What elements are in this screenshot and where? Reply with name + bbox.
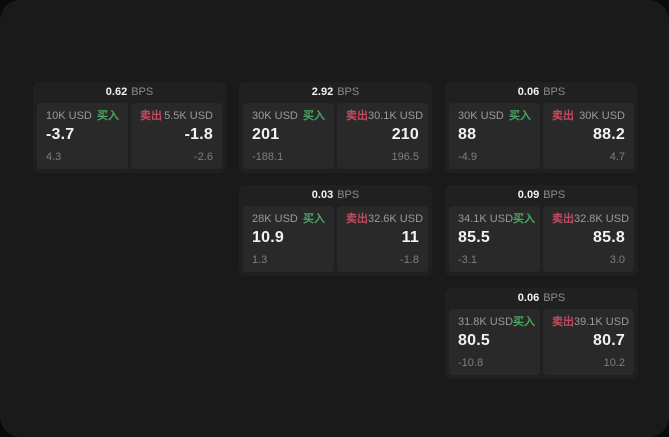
buy-change: 1.3 [252,253,268,266]
buy-side-label: 买入 [97,110,119,122]
sell-change: 3.0 [609,253,625,266]
buy-side-label: 买入 [513,316,536,328]
buy-tile[interactable]: 34.1K USD 买入 85.5 -3.1 [449,206,540,272]
bps-unit: BPS [543,292,566,304]
buy-price: 88 [458,126,477,144]
quote-card: 0.09 BPS 34.1K USD 买入 85.5 -3.1 卖出 32.8K… [445,185,638,276]
buy-tile[interactable]: 30K USD 买入 201 -188.1 [243,103,334,169]
sell-size-label: 39.1K USD [574,316,630,328]
buy-size-label: 28K USD [252,213,298,225]
sell-change: 4.7 [609,150,625,163]
sell-side-label: 卖出 [346,213,368,225]
quote-card: 0.06 BPS 31.8K USD 买入 80.5 -10.8 卖出 39.1… [445,288,638,379]
buy-tile[interactable]: 31.8K USD 买入 80.5 -10.8 [449,309,540,375]
price-cells: 10K USD 买入 -3.7 4.3 卖出 5.5K USD -1.8 -2.… [37,103,222,169]
sell-change: -1.8 [400,253,419,266]
buy-change: 4.3 [46,150,62,163]
sell-price: 80.7 [593,332,625,350]
sell-change: -2.6 [194,150,213,163]
bps-unit: BPS [337,86,360,98]
sell-price: 11 [401,229,419,247]
sell-side-label: 卖出 [552,316,574,328]
sell-tile[interactable]: 卖出 30K USD 88.2 4.7 [543,103,634,169]
price-cells: 30K USD 买入 201 -188.1 卖出 30.1K USD 210 1… [243,103,428,169]
buy-tile[interactable]: 28K USD 买入 10.9 1.3 [243,206,334,272]
bps-header: 0.06 BPS [449,288,634,309]
bps-header: 0.62 BPS [37,82,222,103]
bps-value: 0.62 [105,86,128,98]
buy-size-label: 10K USD [46,110,92,122]
sell-tile[interactable]: 卖出 32.6K USD 11 -1.8 [337,206,428,272]
price-cells: 31.8K USD 买入 80.5 -10.8 卖出 39.1K USD 80.… [449,309,634,375]
sell-price: 88.2 [593,126,625,144]
bps-unit: BPS [337,189,360,201]
bps-unit: BPS [543,86,566,98]
sell-tile[interactable]: 卖出 30.1K USD 210 196.5 [337,103,428,169]
buy-tile[interactable]: 10K USD 买入 -3.7 4.3 [37,103,128,169]
sell-size-label: 30K USD [579,110,625,122]
sell-price: 85.8 [593,229,625,247]
bps-unit: BPS [131,86,154,98]
bps-header: 0.09 BPS [449,185,634,206]
sell-size-label: 5.5K USD [164,110,213,122]
sell-side-label: 卖出 [552,213,574,225]
buy-price: -3.7 [46,126,75,144]
price-cells: 30K USD 买入 88 -4.9 卖出 30K USD 88.2 4.7 [449,103,634,169]
buy-change: -188.1 [252,150,284,163]
price-cells: 34.1K USD 买入 85.5 -3.1 卖出 32.8K USD 85.8… [449,206,634,272]
buy-side-label: 买入 [303,213,325,225]
quote-card: 0.62 BPS 10K USD 买入 -3.7 4.3 卖出 5.5K USD [33,82,226,173]
bps-header: 0.03 BPS [243,185,428,206]
sell-change: 196.5 [391,150,419,163]
sell-tile[interactable]: 卖出 5.5K USD -1.8 -2.6 [131,103,222,169]
sell-price: 210 [391,126,419,144]
buy-price: 10.9 [252,229,284,247]
sell-side-label: 卖出 [552,110,574,122]
quote-card: 0.06 BPS 30K USD 买入 88 -4.9 卖出 30K USD [445,82,638,173]
quote-tile-grid: 0.62 BPS 10K USD 买入 -3.7 4.3 卖出 5.5K USD [33,82,638,379]
bps-value: 0.06 [517,292,540,304]
bps-header: 2.92 BPS [243,82,428,103]
buy-price: 201 [252,126,280,144]
bps-unit: BPS [543,189,566,201]
sell-size-label: 30.1K USD [368,110,424,122]
sell-side-label: 卖出 [346,110,368,122]
bps-header: 0.06 BPS [449,82,634,103]
buy-size-label: 30K USD [252,110,298,122]
sell-price: -1.8 [184,126,213,144]
bps-value: 0.06 [517,86,540,98]
buy-change: -4.9 [458,150,477,163]
sell-size-label: 32.8K USD [574,213,630,225]
sell-change: 10.2 [603,356,625,369]
buy-side-label: 买入 [513,213,536,225]
bps-value: 2.92 [311,86,334,98]
sell-tile[interactable]: 卖出 39.1K USD 80.7 10.2 [543,309,634,375]
buy-size-label: 34.1K USD [458,213,514,225]
buy-side-label: 买入 [303,110,325,122]
price-cells: 28K USD 买入 10.9 1.3 卖出 32.6K USD 11 -1.8 [243,206,428,272]
sell-side-label: 卖出 [140,110,162,122]
buy-size-label: 31.8K USD [458,316,514,328]
bps-value: 0.09 [517,189,540,201]
bps-value: 0.03 [311,189,334,201]
buy-size-label: 30K USD [458,110,504,122]
buy-price: 80.5 [458,332,490,350]
quote-card: 2.92 BPS 30K USD 买入 201 -188.1 卖出 30.1K … [239,82,432,173]
buy-change: -3.1 [458,253,477,266]
buy-tile[interactable]: 30K USD 买入 88 -4.9 [449,103,540,169]
buy-change: -10.8 [458,356,484,369]
sell-size-label: 32.6K USD [368,213,424,225]
sell-tile[interactable]: 卖出 32.8K USD 85.8 3.0 [543,206,634,272]
buy-side-label: 买入 [509,110,531,122]
quote-card: 0.03 BPS 28K USD 买入 10.9 1.3 卖出 32.6K US… [239,185,432,276]
buy-price: 85.5 [458,229,490,247]
